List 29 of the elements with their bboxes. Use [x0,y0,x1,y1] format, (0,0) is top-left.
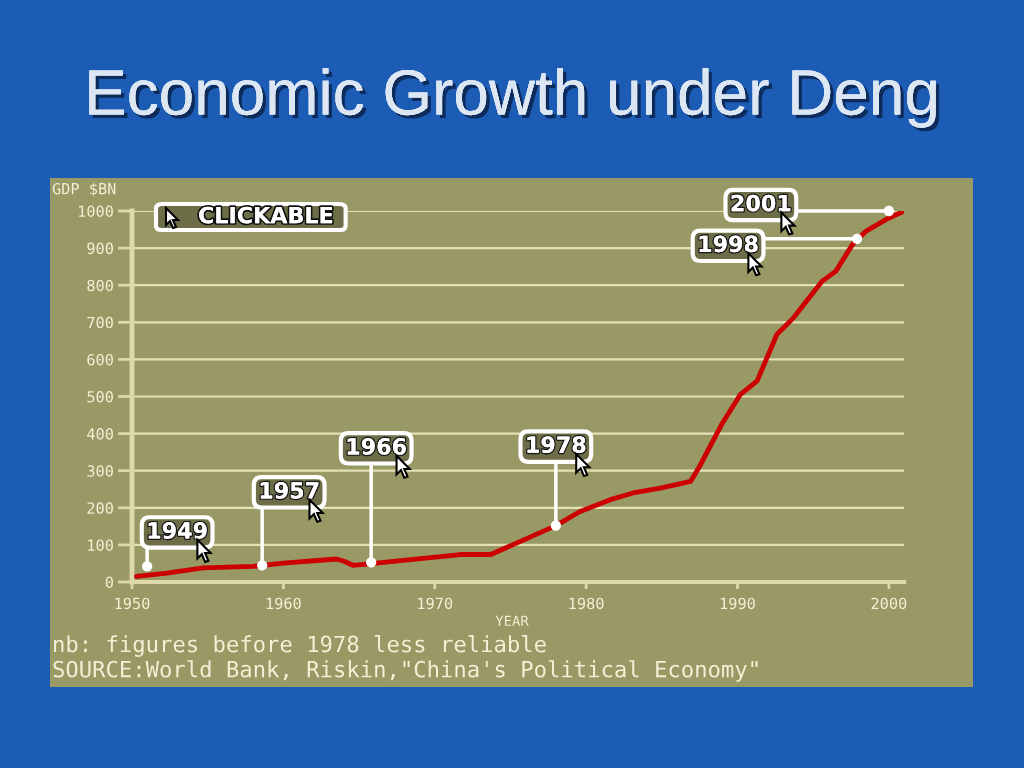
x-tick-label: 1960 [266,597,301,610]
x-tick-label: 1970 [418,597,453,610]
y-tick-label: 700 [87,316,113,329]
y-tick-label: 0 [105,576,113,589]
y-tick-label: 300 [87,465,113,477]
y-tick-label: 1000 [78,205,113,218]
annotation: CLICKABLE [199,206,333,224]
annotation: 1949 [148,522,207,539]
x-tick-label: 1980 [569,597,604,610]
annotation: 2001 [731,194,791,212]
x-axis-title: YEAR [495,615,529,626]
annotation: 1978 [527,436,586,454]
annotation: 1998 [699,235,758,253]
text: nb: figures before 1978 less reliable [54,635,546,657]
y-tick-label: 600 [87,353,113,366]
y-tick-label: 900 [87,242,113,255]
x-tick-label: 2000 [871,597,907,610]
y-tick-label: 200 [87,502,113,514]
x-tick-label: 1950 [115,597,150,610]
y-tick-label: 100 [88,539,113,551]
source-note: SOURCE:World Bank, Riskin,"China's Political Economy" [53,660,758,682]
y-tick-label: 500 [87,391,113,403]
y-tick-label: 400 [87,428,113,440]
y-tick-label: 800 [87,279,113,292]
x-tick-label: 1990 [720,597,755,610]
annotation: 1957 [260,481,319,499]
chart-title: Economic Growth under Deng [89,68,940,132]
y-axis-title: GDP $BN [52,182,116,197]
annotation: 1966 [347,438,406,455]
